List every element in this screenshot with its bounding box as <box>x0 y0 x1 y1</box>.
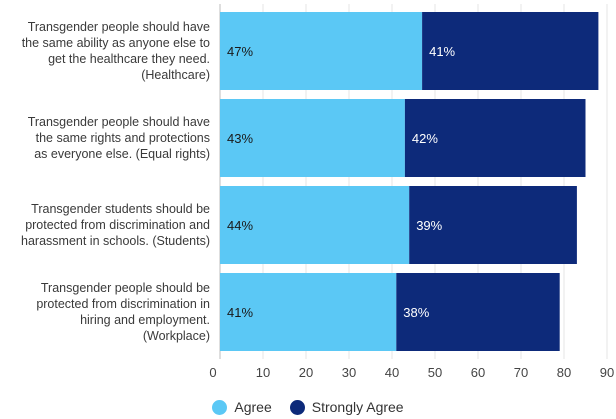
x-tick-label-50: 50 <box>428 365 442 380</box>
legend: Agree Strongly Agree <box>0 397 616 417</box>
category-label-1: Transgender people should have the same r… <box>4 114 210 162</box>
category-label-0: Transgender people should have the same a… <box>4 19 210 83</box>
x-tick-label-0: 0 <box>209 365 216 380</box>
category-label-line: protected from discrimination in <box>36 297 210 311</box>
x-tick-label-60: 60 <box>471 365 485 380</box>
data-label-strongly-agree-3: 38% <box>403 305 429 320</box>
data-label-strongly-agree-0: 41% <box>429 44 455 59</box>
category-label-line: the same ability as anyone else to <box>21 36 210 50</box>
legend-item-agree[interactable]: Agree <box>212 399 272 415</box>
x-tick-label-30: 30 <box>342 365 356 380</box>
category-label-line: (Workplace) <box>142 329 210 343</box>
bar-strongly-agree-2[interactable] <box>409 186 577 264</box>
bar-agree-3[interactable] <box>220 273 397 351</box>
category-label-line: the same rights and protections <box>35 131 210 145</box>
data-label-agree-2: 44% <box>227 218 253 233</box>
legend-item-strongly-agree[interactable]: Strongly Agree <box>289 399 404 415</box>
category-label-line: harassment in schools. (Students) <box>21 234 210 248</box>
bar-strongly-agree-3[interactable] <box>396 273 560 351</box>
category-label-2: Transgender students should be protected … <box>4 201 210 249</box>
category-label-line: Transgender people should have <box>27 115 210 129</box>
category-label-line: Transgender people should be <box>40 281 210 295</box>
x-tick-label-70: 70 <box>514 365 528 380</box>
x-tick-label-20: 20 <box>299 365 313 380</box>
x-tick-label-10: 10 <box>256 365 270 380</box>
x-tick-label-90: 90 <box>600 365 614 380</box>
category-label-line: protected from discrimination and <box>25 218 210 232</box>
data-label-agree-1: 43% <box>227 131 253 146</box>
x-axis-ticks: 0 10 20 30 40 50 60 70 80 90 <box>209 365 614 380</box>
legend-swatch-strongly-agree <box>289 399 305 415</box>
bars: 47% 41% 43% 42% 44% 39% 41% 38% <box>220 12 599 351</box>
x-tick-label-80: 80 <box>557 365 571 380</box>
bar-agree-2[interactable] <box>220 186 410 264</box>
category-label-line: get the healthcare they need. <box>48 52 210 66</box>
category-label-line: (Healthcare) <box>141 68 210 82</box>
data-label-agree-3: 41% <box>227 305 253 320</box>
x-tick-label-40: 40 <box>385 365 399 380</box>
bar-agree-0[interactable] <box>220 12 423 90</box>
category-label-line: Transgender people should have <box>27 20 210 34</box>
legend-label-strongly-agree: Strongly Agree <box>311 399 404 415</box>
category-label-line: hiring and employment. <box>80 313 210 327</box>
data-label-strongly-agree-1: 42% <box>412 131 438 146</box>
bar-strongly-agree-1[interactable] <box>404 99 586 177</box>
category-label-3: Transgender people should be protected fr… <box>4 280 210 344</box>
legend-swatch-agree <box>212 399 228 415</box>
category-label-line: Transgender students should be <box>31 202 210 216</box>
bar-strongly-agree-0[interactable] <box>422 12 599 90</box>
bar-agree-1[interactable] <box>220 99 405 177</box>
data-label-strongly-agree-2: 39% <box>416 218 442 233</box>
data-label-agree-0: 47% <box>227 44 253 59</box>
category-label-line: as everyone else. (Equal rights) <box>34 147 210 161</box>
legend-label-agree: Agree <box>234 399 272 415</box>
